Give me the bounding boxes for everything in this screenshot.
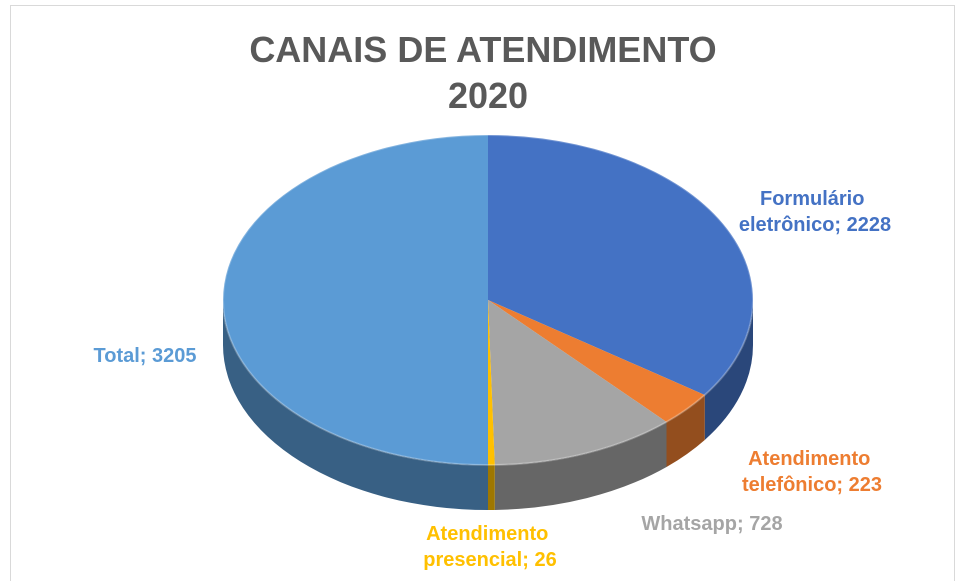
data-label: Atendimento presencial; 26 xyxy=(423,523,556,571)
slice xyxy=(488,300,705,422)
slice-side xyxy=(704,300,753,440)
slice xyxy=(223,135,488,465)
slice-side xyxy=(666,394,705,467)
data-label: Atendimento telefônico; 223 xyxy=(742,448,882,496)
pie-tops xyxy=(222,134,754,466)
slice-side xyxy=(488,464,495,510)
data-label: Whatsapp; 728 xyxy=(641,513,782,535)
slice-side xyxy=(223,300,488,510)
slice xyxy=(488,135,753,395)
slice xyxy=(488,300,667,465)
data-label: Total; 3205 xyxy=(94,345,197,367)
pie-rim xyxy=(222,134,754,466)
slice xyxy=(488,300,495,465)
chart-title: CANAIS DE ATENDIMENTO 2020 xyxy=(249,29,726,116)
pie-sides xyxy=(223,300,753,510)
data-label: Formulário eletrônico; 2228 xyxy=(739,188,891,236)
slice-side xyxy=(494,421,667,510)
